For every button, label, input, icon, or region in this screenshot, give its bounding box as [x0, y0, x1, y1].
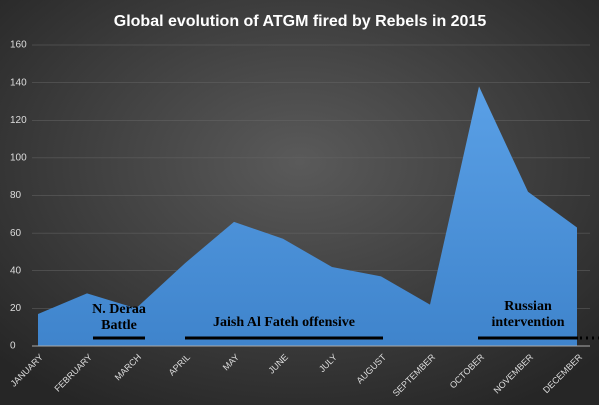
chart-title: Global evolution of ATGM fired by Rebels… [114, 13, 487, 30]
y-tick-label: 20 [10, 303, 22, 314]
y-tick-label: 140 [10, 77, 27, 88]
y-tick-label: 0 [10, 341, 16, 352]
y-tick-label: 60 [10, 228, 22, 239]
annotation-text: Russian [504, 299, 552, 314]
area [38, 86, 577, 346]
y-tick-label: 160 [10, 40, 27, 51]
annotation-text: N. Deraa [92, 302, 146, 317]
annotation-text: intervention [491, 315, 564, 330]
annotation-text: Battle [101, 318, 137, 333]
y-tick-label: 80 [10, 190, 22, 201]
y-tick-label: 120 [10, 115, 27, 126]
y-tick-label: 40 [10, 265, 22, 276]
y-tick-label: 100 [10, 153, 27, 164]
annotation-text: Jaish Al Fateh offensive [213, 315, 355, 330]
